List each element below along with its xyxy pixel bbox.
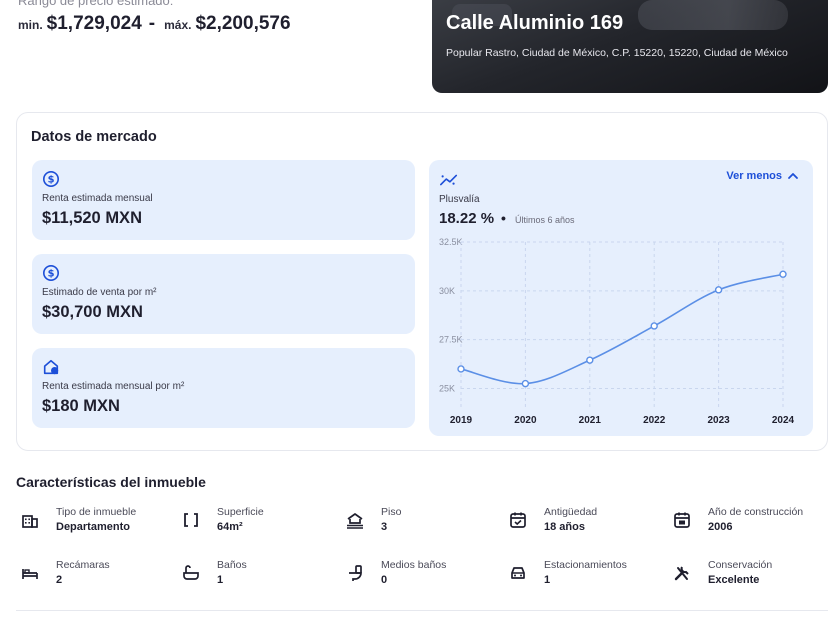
feature-floor: Piso 3 [345,506,505,542]
feature-construction-year: Año de construcción 2006 [672,506,832,542]
tools-icon [674,566,689,581]
feature-half-baths: Medios baños 0 [345,559,505,595]
y-tick-label: 25K [439,383,455,393]
calendar-icon [674,512,690,528]
plusvalia-dot: • [501,210,506,226]
feature-value: 3 [381,521,388,533]
x-tick-label: 2022 [643,415,666,426]
feature-value: 18 años [544,521,585,533]
feature-label: Baños [217,559,247,571]
area-brackets-icon [184,513,198,527]
x-tick-label: 2020 [514,415,537,426]
background-car-shape [638,0,788,30]
plusvalia-value: 18.22 % [439,210,495,227]
feature-bedrooms: Recámaras 2 [20,559,180,595]
market-data-section: Datos de mercado $ Renta estimada mensua… [16,112,828,451]
feature-value: 0 [381,574,388,586]
y-tick-label: 32.5K [439,237,463,247]
max-price: $2,200,576 [195,13,291,34]
data-point [779,270,787,278]
feature-label: Año de construcción [708,506,804,518]
plusvalia-card: Plusvalía 18.22 % • Últimos 6 años Ver m… [429,160,813,436]
calendar-check-icon [510,512,526,528]
data-point [714,286,723,294]
y-tick-label: 27.5K [439,335,463,345]
plusvalia-series-line [460,273,784,385]
data-point [650,322,658,330]
trend-up-icon [440,174,458,186]
features-title: Características del inmueble [16,474,206,490]
dollar-circle-icon: $ [42,170,60,188]
feature-label: Conservación [708,559,773,571]
min-price: $1,729,024 [46,13,142,34]
y-tick-label: 30K [439,286,455,296]
x-tick-label: 2023 [707,415,730,426]
bottom-divider [16,610,828,611]
market-card-label: Renta estimada mensual [42,193,153,204]
market-card-rent: $ Renta estimada mensual $11,520 MXN [32,160,415,240]
feature-age: Antigüedad 18 años [508,506,668,542]
feature-label: Piso [381,506,402,518]
property-address: Popular Rastro, Ciudad de México, C.P. 1… [446,47,788,59]
market-card-value: $30,700 MXN [42,303,143,321]
car-icon [511,567,525,579]
svg-text:$: $ [48,175,55,186]
chevron-up-icon [788,173,798,179]
background-car-shape [452,4,512,26]
x-tick-label: 2019 [450,415,473,426]
toilet-icon [349,565,362,581]
feature-value: 2 [56,574,63,586]
building-icon [22,515,38,528]
feature-label: Antigüedad [544,506,598,518]
svg-text:$: $ [48,269,55,280]
feature-value: 1 [217,574,224,586]
price-range-caption: Rango de precio estimado: [18,0,174,8]
feature-parking: Estacionamientos 1 [508,559,668,595]
market-card-value: $11,520 MXN [42,209,142,227]
feature-value: 2006 [708,521,733,533]
max-label: máx. [164,18,192,32]
plusvalia-label: Plusvalía [439,194,480,205]
market-card-rent-per-m2: Renta estimada mensual por m² $180 MXN [32,348,415,428]
data-point [457,365,465,373]
x-tick-label: 2021 [579,415,602,426]
market-card-sale-per-m2: $ Estimado de venta por m² $30,700 MXN [32,254,415,334]
feature-label: Estacionamientos [544,559,627,571]
feature-value: Departamento [56,521,130,533]
price-separator: - [148,13,156,34]
property-hero-image: Calle Aluminio 169 Popular Rastro, Ciuda… [432,0,828,93]
market-card-label: Renta estimada mensual por m² [42,381,185,392]
dollar-circle-icon: $ [42,264,60,282]
plusvalia-period: Últimos 6 años [515,215,575,225]
feature-label: Medios baños [381,559,447,571]
feature-bathrooms: Baños 1 [181,559,341,595]
bed-icon [22,569,38,579]
feature-value: 64m² [217,521,243,533]
data-point [521,379,530,388]
plusvalia-line-chart: 32.5K 30K 27.5K 25K 2019 2020 2021 2022 2023 2024 [439,237,795,426]
data-point [586,356,594,364]
market-card-label: Estimado de venta por m² [42,287,157,298]
feature-label: Recámaras [56,559,110,571]
floor-icon [347,513,363,529]
feature-label: Tipo de inmueble [56,506,137,518]
feature-property-type: Tipo de inmueble Departamento [20,506,180,542]
price-range: min. $1,729,024 - máx. $2,200,576 [18,13,291,35]
market-data-title: Datos de mercado [31,129,157,145]
property-title: Calle Aluminio 169 [446,12,624,34]
min-label: min. [18,18,43,32]
x-tick-label: 2024 [772,415,795,426]
market-card-value: $180 MXN [42,397,120,415]
feature-value: 1 [544,574,551,586]
feature-area: Superficie 64m² [181,506,341,542]
feature-label: Superficie [217,506,264,518]
ver-menos-button[interactable]: Ver menos [726,170,799,182]
bathtub-icon [183,565,199,580]
feature-value: Excelente [708,574,760,586]
feature-condition: Conservación Excelente [672,559,832,595]
ver-menos-label: Ver menos [726,170,782,182]
home-dollar-icon [43,359,59,375]
